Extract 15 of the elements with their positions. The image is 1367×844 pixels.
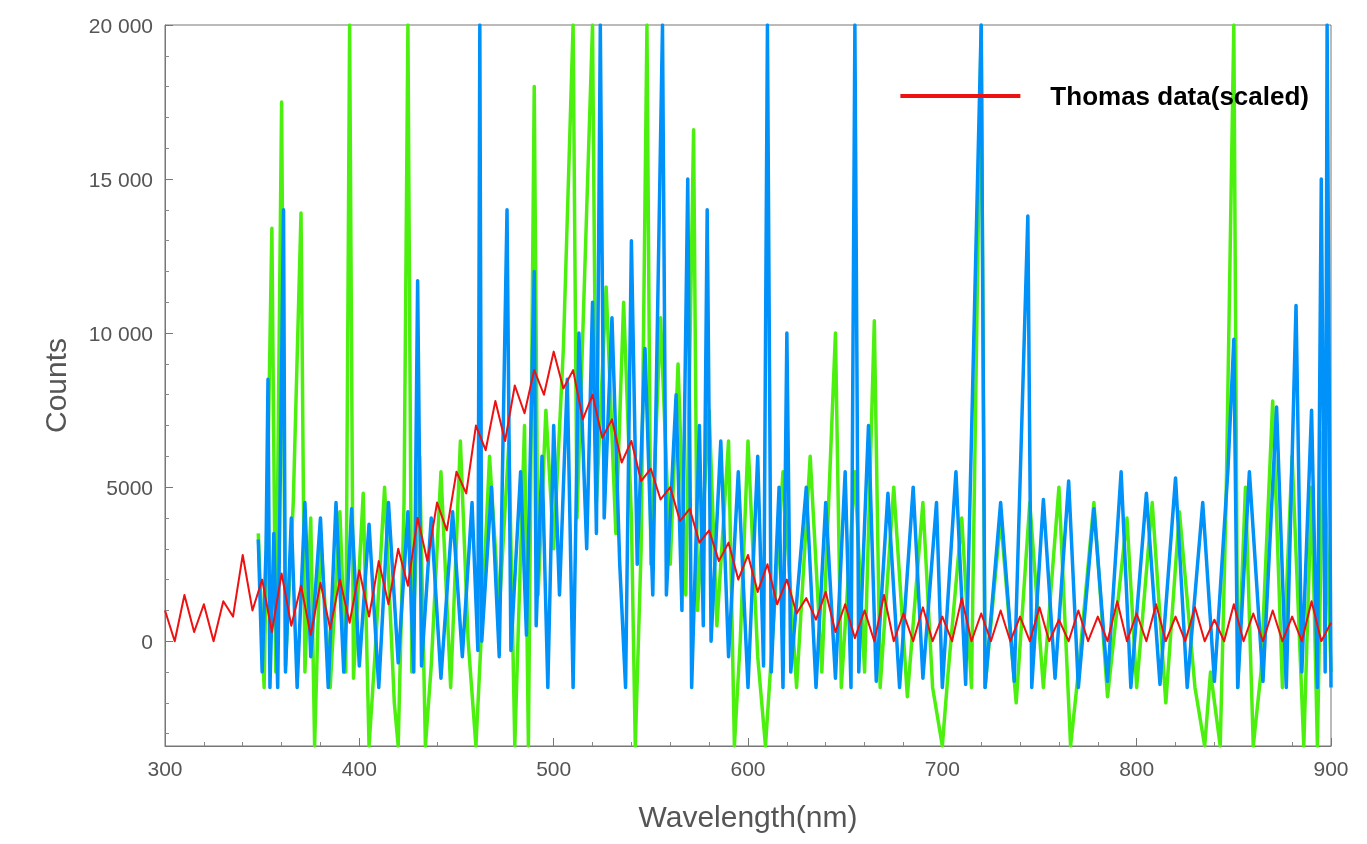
y-axis-title: Counts (38, 337, 72, 434)
y-tick-label: 20 000 (88, 13, 153, 37)
y-tick-label: 0 (141, 629, 153, 653)
x-tick-label: 700 (924, 757, 960, 780)
x-tick-label: 800 (1119, 757, 1155, 780)
line-series (164, 350, 1332, 643)
x-tick-label: 900 (1313, 757, 1349, 780)
y-tick-label: 15 000 (88, 167, 153, 191)
x-tick-label: 500 (536, 757, 572, 780)
x-tick-label: 600 (730, 757, 766, 780)
x-tick-label: 400 (341, 757, 377, 780)
x-tick-label: 300 (147, 757, 183, 780)
x-axis-title: Wavelength(nm) (638, 799, 858, 833)
y-tick-label: 5000 (106, 475, 153, 499)
y-tick-label: 10 000 (88, 321, 153, 345)
